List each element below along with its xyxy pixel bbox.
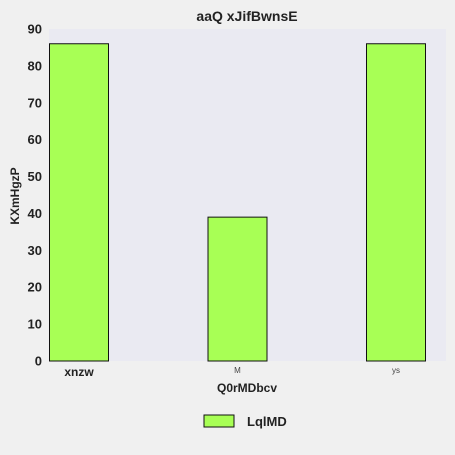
x-tick-label: ys: [392, 366, 400, 375]
y-tick-label: 70: [28, 95, 42, 110]
bar: [49, 43, 109, 362]
legend-swatch: [203, 414, 235, 428]
y-tick-label: 40: [28, 206, 42, 221]
bar: [207, 216, 268, 362]
y-tick-label: 30: [28, 243, 42, 258]
y-tick-label: 80: [28, 58, 42, 73]
x-tick-label: M: [234, 366, 241, 375]
y-tick-label: 0: [35, 354, 42, 369]
chart-title: aaQ xJifBwnsE: [196, 8, 297, 24]
legend: LqlMD: [203, 414, 287, 429]
y-tick-label: 10: [28, 317, 42, 332]
y-tick-label: 20: [28, 280, 42, 295]
bar: [366, 43, 426, 362]
y-axis-label: KXmHgzP: [8, 167, 22, 224]
legend-label: LqlMD: [247, 414, 287, 429]
y-tick-label: 50: [28, 169, 42, 184]
y-tick-label: 60: [28, 132, 42, 147]
x-axis-label: Q0rMDbcv: [217, 381, 277, 395]
x-tick-label: xnzw: [64, 365, 94, 379]
y-tick-label: 90: [28, 22, 42, 37]
